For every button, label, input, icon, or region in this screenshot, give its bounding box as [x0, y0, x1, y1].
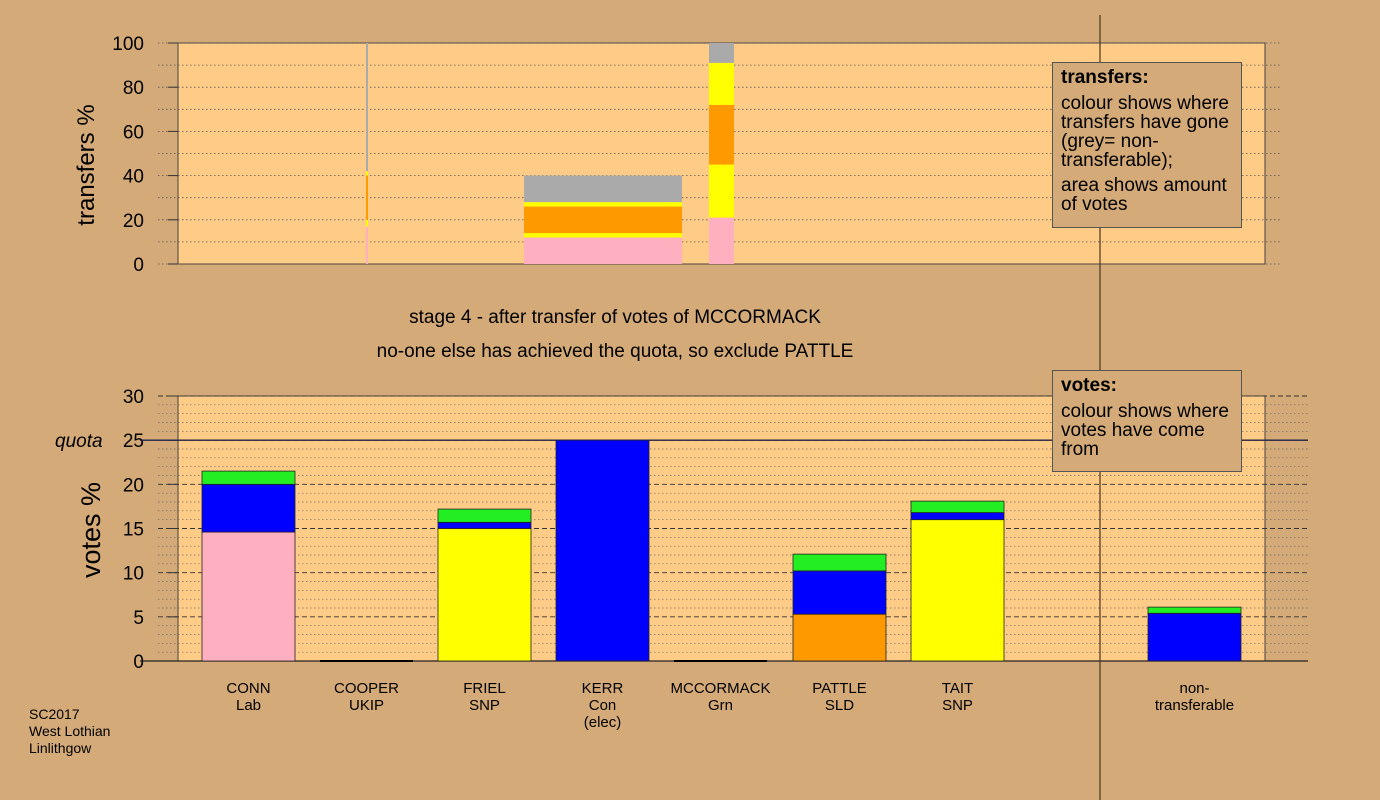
votes-y-tick-label: 30	[123, 387, 144, 408]
transfers-segment-cooper	[366, 171, 368, 176]
headline-line2: no-one else has achieved the quota, so e…	[377, 341, 854, 362]
votes-bar-segment	[437, 521, 532, 529]
transfers-segment-pattle	[709, 62, 734, 105]
transfers-y-tick-label: 60	[123, 122, 144, 143]
votes-legend: votes: colour shows where votes have com…	[1052, 370, 1242, 472]
transfers-segment-mccormack	[524, 237, 682, 264]
votes-y-tick-label: 5	[133, 608, 144, 629]
transfers-segment-mccormack	[524, 202, 682, 207]
transfers-segment-cooper	[366, 226, 368, 264]
transfers-y-tick-label: 0	[133, 255, 144, 276]
transfers-segment-cooper	[366, 43, 368, 172]
votes-y-tick-label: 10	[123, 564, 144, 585]
candidate-label: PATTLE	[812, 680, 866, 697]
transfers-y-tick-label: 20	[123, 211, 144, 232]
votes-bar-segment	[910, 519, 1005, 662]
quota-label: quota	[55, 431, 103, 452]
footer-council: West Lothian	[29, 723, 111, 739]
candidate-label: FRIEL	[463, 680, 506, 697]
transfers-segment-mccormack	[524, 233, 682, 238]
candidate-label: Lab	[236, 697, 261, 714]
votes-y-tick-label: 20	[123, 475, 144, 496]
constituency-footer: SC2017 West Lothian Linlithgow	[29, 706, 110, 757]
votes-bar-segment	[792, 570, 887, 615]
votes-y-axis-label: votes %	[76, 482, 106, 578]
transfers-segment-pattle	[709, 104, 734, 165]
candidate-label: (elec)	[584, 714, 622, 731]
votes-bar-segment	[555, 439, 650, 662]
candidate-label: SNP	[942, 697, 973, 714]
footer-ward: Linlithgow	[29, 740, 92, 756]
candidate-label: UKIP	[349, 697, 384, 714]
votes-bar-segment	[437, 508, 532, 523]
transfers-segment-pattle	[709, 164, 734, 218]
votes-bar-segment	[1147, 606, 1242, 614]
transfers-segment-pattle	[709, 217, 734, 264]
transfers-legend: transfers: colour shows where transfers …	[1052, 62, 1242, 228]
candidate-label: CONN	[226, 680, 270, 697]
transfers-legend-text: colour shows where transfers have gone (…	[1061, 93, 1229, 171]
transfers-segment-pattle	[709, 43, 734, 63]
votes-bar-segment	[792, 553, 887, 572]
transfers-segment-mccormack	[524, 175, 682, 203]
footer-election: SC2017	[29, 706, 80, 722]
votes-bar-segment	[792, 613, 887, 662]
transfers-y-axis-label: transfers %	[73, 104, 100, 225]
transfers-legend-area-text: area shows amount of votes	[1061, 175, 1227, 215]
transfers-y-tick-label: 100	[112, 34, 144, 55]
votes-bar-segment	[910, 512, 1005, 521]
candidate-label: SNP	[469, 697, 500, 714]
votes-bar-segment	[201, 483, 296, 533]
votes-bar-segment	[201, 531, 296, 662]
candidate-label: Grn	[708, 697, 733, 714]
votes-legend-title: votes:	[1061, 375, 1117, 396]
votes-bar-segment	[1147, 612, 1242, 662]
candidate-label: TAIT	[942, 680, 973, 697]
votes-y-tick-label: 25	[123, 431, 144, 452]
votes-legend-text: colour shows where votes have come from	[1061, 401, 1229, 460]
transfers-y-tick-label: 80	[123, 78, 144, 99]
candidate-label: COOPER	[334, 680, 399, 697]
candidate-label: Con	[589, 697, 617, 714]
candidate-label: SLD	[825, 697, 854, 714]
candidate-label: transferable	[1155, 697, 1234, 714]
candidate-label: KERR	[582, 680, 624, 697]
votes-y-tick-label: 15	[123, 520, 144, 541]
votes-y-tick-label: 0	[133, 652, 144, 673]
transfers-segment-cooper	[366, 175, 368, 220]
transfers-y-tick-label: 40	[123, 167, 144, 188]
transfers-segment-mccormack	[524, 206, 682, 234]
votes-bar-segment	[910, 500, 1005, 514]
votes-bar-segment	[201, 470, 296, 485]
candidate-label: non-	[1179, 680, 1209, 697]
transfers-legend-title: transfers:	[1061, 67, 1149, 88]
transfers-segment-cooper	[366, 219, 368, 227]
candidate-label: MCCORMACK	[671, 680, 771, 697]
votes-bar-segment	[437, 528, 532, 662]
headline-line1: stage 4 - after transfer of votes of MCC…	[409, 307, 821, 328]
